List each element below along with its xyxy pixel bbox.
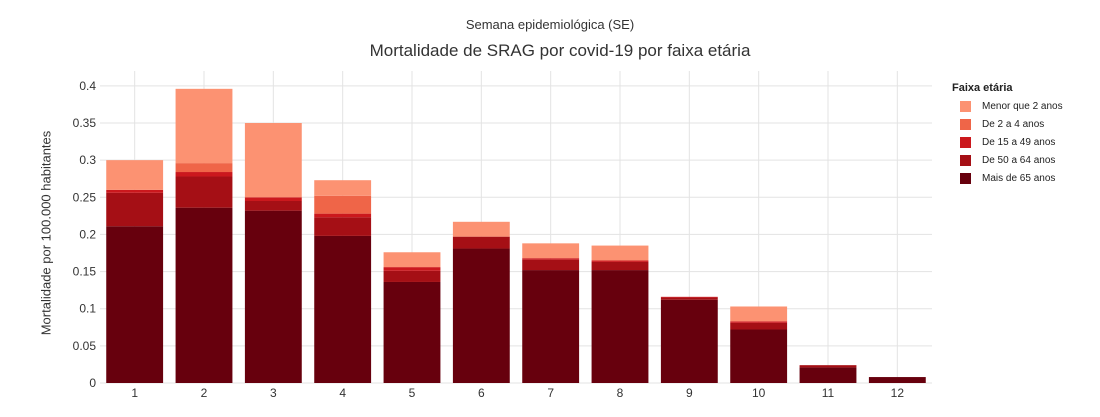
x-tick-label: 9 <box>686 386 693 400</box>
bar-segment <box>522 259 580 271</box>
bar-segment <box>591 270 649 383</box>
legend-items: Menor que 2 anos De 2 a 4 anos De 15 a 49 … <box>952 97 1063 187</box>
x-tick-label: 3 <box>270 386 277 400</box>
x-tick-label: 12 <box>891 386 905 400</box>
bar-segment <box>522 243 580 259</box>
bar-segment <box>452 221 510 237</box>
legend-swatch <box>960 154 971 166</box>
bar-segment <box>522 270 580 383</box>
legend-label: Menor que 2 anos <box>982 100 1063 112</box>
bar-segment <box>591 245 649 261</box>
x-tick-label: 7 <box>547 386 554 400</box>
bar-segment <box>383 252 441 268</box>
x-tick-label: 8 <box>617 386 624 400</box>
bar-segment <box>383 267 441 271</box>
bar-segment <box>106 192 164 227</box>
bar-segment <box>314 213 372 218</box>
bar-segment <box>314 180 372 196</box>
bar-segment <box>106 226 164 383</box>
bar-segment <box>591 261 649 271</box>
y-tick-label: 0 <box>89 376 96 390</box>
bar-segment <box>730 322 788 330</box>
legend-swatch <box>960 118 971 130</box>
bar-segment <box>452 248 510 383</box>
y-tick-label: 0.4 <box>79 79 96 93</box>
bar-segment <box>175 88 233 164</box>
bar-segment <box>660 299 718 383</box>
legend-item[interactable]: Menor que 2 anos <box>952 97 1063 115</box>
y-tick-label: 0.05 <box>73 339 97 353</box>
bar-segment <box>314 235 372 383</box>
legend-item[interactable]: De 15 a 49 anos <box>952 133 1063 151</box>
legend-label: Mais de 65 anos <box>982 172 1056 184</box>
x-tick-label: 10 <box>752 386 766 400</box>
bar-segment <box>799 367 857 383</box>
legend-item[interactable]: De 2 a 4 anos <box>952 115 1063 133</box>
x-tick-label: 2 <box>201 386 208 400</box>
bar-segment <box>175 172 233 177</box>
x-tick-label: 11 <box>822 386 835 400</box>
bar-segment <box>383 281 441 383</box>
legend-item[interactable]: Mais de 65 anos <box>952 169 1063 187</box>
bar-segment <box>868 377 926 383</box>
legend-swatch <box>960 100 971 112</box>
bar-segment <box>244 210 302 383</box>
x-tick-label: 1 <box>131 386 138 400</box>
bar-segment <box>175 163 233 173</box>
y-tick-label: 0.2 <box>79 227 96 241</box>
y-tick-label: 0.1 <box>79 302 96 316</box>
legend-title: Faixa etária <box>952 82 1013 94</box>
y-tick-label: 0.15 <box>73 265 97 279</box>
y-tick-label: 0.25 <box>73 190 97 204</box>
bar-segment <box>106 189 164 193</box>
y-tick-label: 0.35 <box>73 116 97 130</box>
bar-segment <box>730 329 788 383</box>
legend-swatch <box>960 172 971 184</box>
bar-segment <box>175 207 233 383</box>
bar-segment <box>591 260 649 262</box>
x-tick-label: 5 <box>409 386 416 400</box>
bar-segment <box>383 270 441 282</box>
legend-label: De 15 a 49 anos <box>982 136 1056 148</box>
legend-label: De 2 a 4 anos <box>982 118 1045 130</box>
legend: Faixa etária Menor que 2 anos De 2 a 4 an… <box>952 82 1063 187</box>
legend-swatch <box>960 136 971 148</box>
legend-label: De 50 a 64 anos <box>982 154 1056 166</box>
legend-item[interactable]: De 50 a 64 anos <box>952 151 1063 169</box>
bar-segment <box>730 306 788 322</box>
bar-segment <box>106 160 164 190</box>
chart-supertitle: Semana epidemiológica (SE) <box>465 17 635 32</box>
bar-segment <box>730 321 788 323</box>
bar-segment <box>244 197 302 201</box>
x-tick-label: 4 <box>339 386 346 400</box>
bar-segment <box>799 365 857 368</box>
bar-segment <box>522 258 580 260</box>
bar-segment <box>314 217 372 236</box>
x-tick-label: 6 <box>478 386 485 400</box>
bar-segment <box>244 123 302 198</box>
y-tick-label: 0.3 <box>79 153 96 167</box>
bar-segment <box>175 176 233 208</box>
bar-segment <box>244 201 302 211</box>
bar-segment <box>660 296 718 298</box>
bar-segment <box>314 195 372 214</box>
bar-segment <box>452 236 510 249</box>
chart-title: Mortalidade de SRAG por covid-19 por fai… <box>369 41 751 60</box>
bar-segment <box>660 297 718 300</box>
